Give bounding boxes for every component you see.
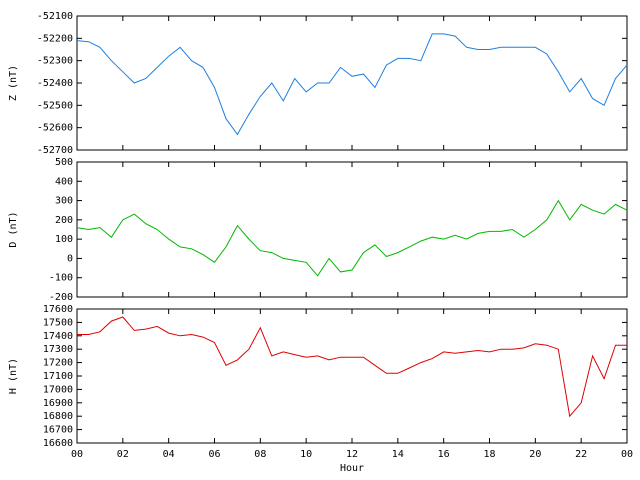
y-tick-label: 17400 (43, 331, 73, 342)
x-tick-label: 04 (163, 449, 175, 460)
plot-frame (76, 308, 628, 444)
y-tick-label: 17000 (43, 384, 73, 395)
x-tick-label: 12 (346, 449, 358, 460)
data-line (76, 33, 628, 136)
y-tick-label: 300 (55, 196, 73, 207)
y-tick-label: -200 (49, 292, 73, 303)
y-tick-label: 17500 (43, 317, 73, 328)
x-tick-label: 18 (483, 449, 495, 460)
y-tick-label: -52700 (37, 145, 73, 156)
x-tick-label: 10 (300, 449, 312, 460)
x-tick-label: 16 (438, 449, 450, 460)
y-axis-label: H (nT) (8, 358, 19, 394)
x-tick-label: 00 (621, 449, 633, 460)
x-tick-label: 08 (254, 449, 266, 460)
x-tick-label: 02 (117, 449, 129, 460)
x-tick-label: 00 (71, 449, 83, 460)
y-tick-label: -100 (49, 273, 73, 284)
y-tick-label: 16600 (43, 438, 73, 449)
y-tick-label: -52500 (37, 100, 73, 111)
y-tick-label: 16800 (43, 411, 73, 422)
y-tick-label: -52300 (37, 56, 73, 67)
y-tick-label: -52100 (37, 11, 73, 22)
y-tick-label: -52400 (37, 78, 73, 89)
x-tick-label: 22 (575, 449, 587, 460)
y-tick-label: 400 (55, 176, 73, 187)
x-tick-label: 06 (208, 449, 220, 460)
y-tick-label: -52200 (37, 33, 73, 44)
y-tick-label: 16900 (43, 398, 73, 409)
y-axis-label: D (nT) (8, 211, 19, 247)
y-tick-label: 0 (67, 253, 73, 264)
y-tick-label: 17600 (43, 304, 73, 315)
y-tick-label: 16700 (43, 425, 73, 436)
plot-frame (76, 161, 628, 298)
y-tick-label: 17100 (43, 371, 73, 382)
y-tick-label: 100 (55, 234, 73, 245)
y-tick-label: 17200 (43, 358, 73, 369)
x-tick-label: 14 (392, 449, 404, 460)
data-line (76, 199, 628, 277)
y-axis-label: Z (nT) (8, 65, 19, 101)
data-line (77, 316, 627, 418)
x-tick-label: 20 (529, 449, 541, 460)
y-tick-label: 500 (55, 157, 73, 168)
y-tick-label: 200 (55, 215, 73, 226)
plot-frame (76, 15, 628, 151)
y-tick-label: 17300 (43, 344, 73, 355)
y-tick-label: -52600 (37, 123, 73, 134)
x-axis-label: Hour (340, 463, 364, 474)
